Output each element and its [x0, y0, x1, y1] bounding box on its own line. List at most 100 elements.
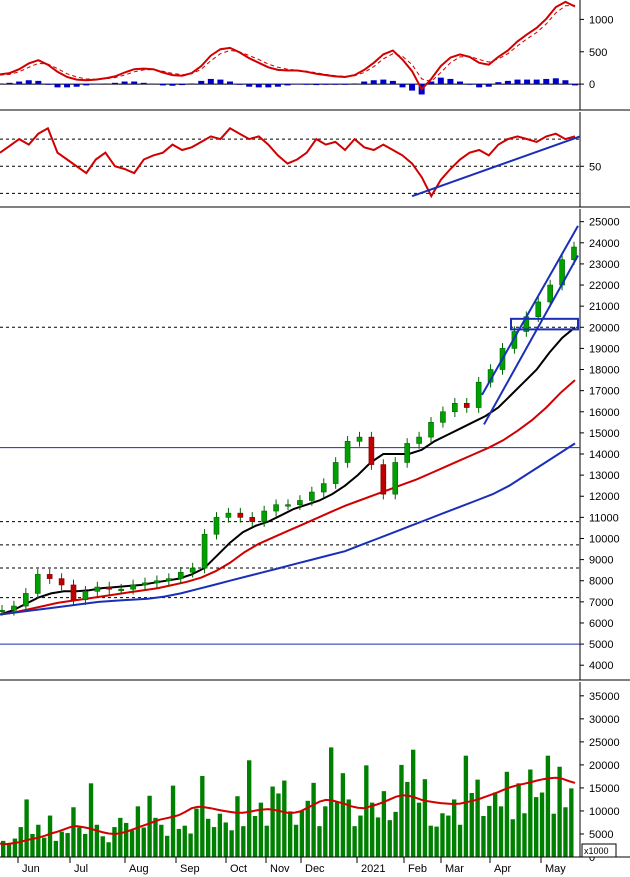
candle-body	[368, 436, 375, 465]
x-tick-label: Feb	[408, 863, 427, 875]
volume-bar	[299, 810, 305, 857]
x-tick-label: Dec	[305, 863, 325, 875]
volume-bar	[364, 765, 369, 857]
candle-body	[297, 500, 303, 505]
volume-bar	[200, 775, 205, 857]
volume-bar	[112, 827, 117, 857]
candle-body	[428, 422, 434, 438]
histogram-bar	[16, 81, 23, 85]
y-tick-label: 10000	[589, 533, 620, 545]
volume-bar	[188, 833, 193, 857]
volume-bar	[522, 813, 527, 857]
y-tick-label: 15000	[589, 428, 620, 440]
volume-bar	[551, 813, 556, 857]
candle-body	[118, 588, 124, 591]
volume-bar	[504, 771, 510, 857]
candle-body	[142, 582, 148, 586]
histogram-bar	[131, 81, 138, 85]
histogram-bar	[380, 79, 387, 85]
volume-bar	[42, 837, 47, 857]
y-tick-label: 20000	[589, 322, 620, 334]
volume-bar	[387, 820, 392, 857]
volume-bar	[293, 824, 299, 857]
candle-body	[82, 590, 89, 601]
volume-bar	[569, 788, 574, 857]
candle-body	[201, 533, 208, 569]
y-tick-label: 21000	[589, 301, 620, 313]
rsi-line	[0, 126, 576, 199]
histogram-bar	[83, 84, 90, 86]
volume-bar	[106, 842, 111, 857]
histogram-bar	[35, 80, 42, 85]
volume-bar	[94, 824, 100, 857]
candle-body	[225, 512, 232, 518]
histogram-bar	[370, 80, 377, 85]
histogram-bar	[246, 84, 253, 87]
moving-average-line	[0, 442, 576, 616]
volume-bar	[539, 792, 545, 857]
candle-body	[309, 491, 315, 501]
volume-bar	[229, 830, 234, 857]
volume-bar	[141, 827, 146, 857]
y-tick-label: 14000	[589, 449, 620, 461]
candle-body	[416, 436, 422, 444]
histogram-bar	[112, 82, 118, 85]
volume-bar	[153, 817, 158, 857]
candle-body	[106, 586, 113, 590]
candle-body	[166, 578, 172, 582]
histogram-bar	[447, 78, 454, 85]
volume-bar	[358, 815, 363, 857]
volume-bar	[270, 786, 275, 857]
volume-bar	[375, 817, 381, 857]
histogram-bar	[159, 84, 166, 86]
histogram-bar	[533, 79, 540, 85]
histogram-bar	[495, 82, 502, 85]
histogram-bar	[121, 81, 128, 85]
histogram-bar	[572, 84, 578, 86]
x-tick-label: 2021	[361, 863, 385, 875]
y-tick-label: 23000	[589, 259, 620, 271]
volume-bar	[463, 755, 469, 857]
volume-bar	[88, 783, 94, 857]
volume-bar	[71, 807, 76, 857]
volume-bar	[129, 830, 135, 857]
volume-bar	[235, 796, 240, 857]
candle-body	[511, 331, 518, 349]
unit-label: x1000	[584, 846, 609, 856]
volume-bar	[47, 815, 53, 857]
volume-bar	[528, 769, 533, 857]
x-tick-label: Sep	[180, 863, 200, 875]
volume-bar	[411, 749, 416, 857]
volume-bar	[457, 824, 463, 857]
candle-body	[404, 443, 410, 463]
volume-bar	[370, 802, 375, 857]
histogram-bar	[303, 84, 310, 85]
histogram-bar	[255, 84, 262, 88]
y-tick-label: 7000	[589, 597, 613, 609]
y-tick-label: 5000	[589, 829, 613, 841]
volume-bar	[65, 833, 70, 857]
volume-bar	[534, 797, 539, 857]
y-tick-label: 19000	[589, 343, 620, 355]
candle-body	[237, 512, 244, 518]
x-tick-label: Nov	[270, 863, 290, 875]
y-tick-label: 16000	[589, 407, 620, 419]
candle-body	[94, 586, 101, 592]
volume-bar	[211, 827, 217, 857]
volume-bar	[323, 806, 328, 857]
volume-bar	[118, 817, 123, 857]
volume-bar	[416, 802, 422, 857]
histogram-bar	[73, 84, 80, 87]
y-tick-label: 15000	[589, 783, 620, 795]
volume-bar	[405, 781, 410, 857]
histogram-bar	[313, 84, 320, 86]
volume-moving-average	[0, 776, 576, 846]
volume-bar	[305, 800, 310, 857]
candle-body	[535, 301, 542, 318]
candle-body	[285, 504, 291, 507]
volume-bar	[36, 824, 41, 857]
volume-bar	[493, 792, 498, 857]
volume-bar	[258, 802, 264, 857]
histogram-bar	[207, 78, 214, 85]
candle-body	[463, 403, 470, 408]
